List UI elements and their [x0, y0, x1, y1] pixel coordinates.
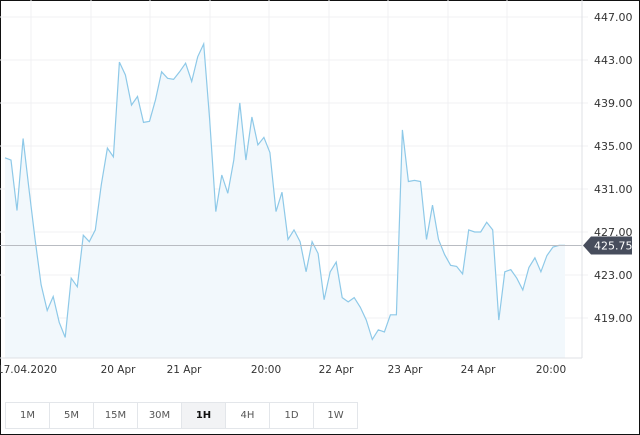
y-tick-label: 447.00 [594, 11, 633, 24]
timeframe-button-30m[interactable]: 30M [138, 403, 182, 428]
timeframe-button-1d[interactable]: 1D [270, 403, 314, 428]
y-tick-label: 423.00 [594, 269, 633, 282]
y-tick-label: 443.00 [594, 54, 633, 67]
timeframe-button-4h[interactable]: 4H [226, 403, 270, 428]
price-area [5, 43, 565, 359]
x-tick-label: 20:00 [251, 364, 281, 376]
timeframe-button-1m[interactable]: 1M [6, 403, 50, 428]
y-tick-label: 439.00 [594, 97, 633, 110]
current-price-marker [583, 236, 632, 255]
x-tick-label: 20 Apr [101, 364, 137, 376]
timeframe-button-1h[interactable]: 1H [182, 403, 226, 428]
timeframe-selector: 1M 5M 15M 30M 1H 4H 1D 1W [5, 402, 358, 429]
x-tick-label: 24 Apr [461, 364, 497, 376]
timeframe-button-5m[interactable]: 5M [50, 403, 94, 428]
price-chart[interactable]: 447.00 443.00 439.00 435.00 431.00 427.00 423.… [0, 0, 640, 400]
x-tick-label: 20:00 [536, 364, 566, 376]
x-tick-label: 17.04.2020 [0, 364, 57, 376]
timeframe-button-15m[interactable]: 15M [94, 403, 138, 428]
y-tick-label: 431.00 [594, 183, 633, 196]
x-tick-label: 23 Apr [388, 364, 424, 376]
y-tick-label: 435.00 [594, 140, 633, 153]
x-tick-label: 21 Apr [167, 364, 203, 376]
price-line [4, 41, 565, 341]
x-tick-label: 22 Apr [319, 364, 355, 376]
y-tick-label: 419.00 [594, 312, 633, 325]
y-tick-label: 427.00 [594, 226, 633, 239]
current-price-label: 425.75 [594, 239, 633, 252]
timeframe-button-1w[interactable]: 1W [327, 410, 344, 421]
